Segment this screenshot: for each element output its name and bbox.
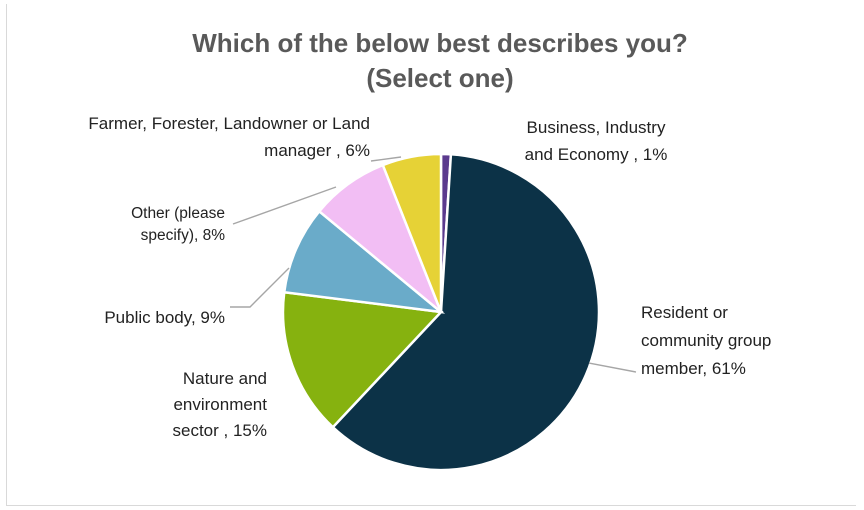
slice-label-line: Business, Industry [527,118,666,137]
chart-title-line2: (Select one) [366,63,513,93]
slice-label-line: Farmer, Forester, Landowner or Land [88,114,370,133]
pie-slice [282,209,446,314]
slice-label-line: Resident or [641,303,728,322]
slice-label-line: specify), 8% [141,227,226,244]
pie-slice [331,152,601,472]
leader-line [232,186,337,225]
slice-label-line: Other (please [131,205,225,222]
slice-label-line: environment [173,395,267,414]
chart-frame [6,4,856,506]
leader-line [370,156,402,162]
slice-label: Other (please specify), 8% [131,205,225,244]
slice-label-line: sector , 15% [173,421,268,440]
slice-label-line: Public body, 9% [104,308,225,327]
slice-label: Public body, 9% [104,308,225,327]
slice-label-line: manager , 6% [264,141,370,160]
chart-title-line1: Which of the below best describes you? [192,28,688,58]
pie-slice [381,152,443,313]
slice-label-line: community group [641,331,771,350]
slice-label: Resident or community group member, 61% [641,303,771,378]
slice-label: Business, Industry and Economy , 1% [525,118,668,164]
leader-lines [230,156,637,373]
slice-labels: Business, Industry and Economy , 1% Reside… [88,114,771,440]
pie-slices [281,152,601,472]
leader-line [588,362,637,373]
pie-slice [281,290,444,429]
slice-label: Nature and environment sector , 15% [173,369,268,440]
slice-label-line: and Economy , 1% [525,145,668,164]
slice-label-line: Nature and [183,369,267,388]
leader-line [230,267,290,308]
slice-label: Farmer, Forester, Landowner or Land manag… [88,114,370,160]
slice-label-line: member, 61% [641,359,746,378]
